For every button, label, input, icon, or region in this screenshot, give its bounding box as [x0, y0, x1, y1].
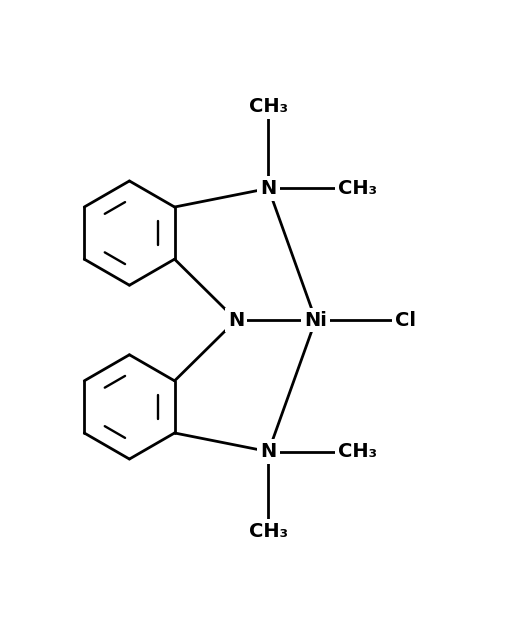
Text: CH₃: CH₃: [249, 522, 288, 541]
Text: N: N: [260, 442, 277, 461]
Text: CH₃: CH₃: [338, 442, 377, 461]
Text: Cl: Cl: [395, 310, 415, 330]
Text: CH₃: CH₃: [338, 179, 377, 198]
Text: Ni: Ni: [304, 310, 327, 330]
Text: CH₃: CH₃: [249, 97, 288, 116]
Text: N: N: [260, 179, 277, 198]
Text: N: N: [228, 310, 245, 330]
